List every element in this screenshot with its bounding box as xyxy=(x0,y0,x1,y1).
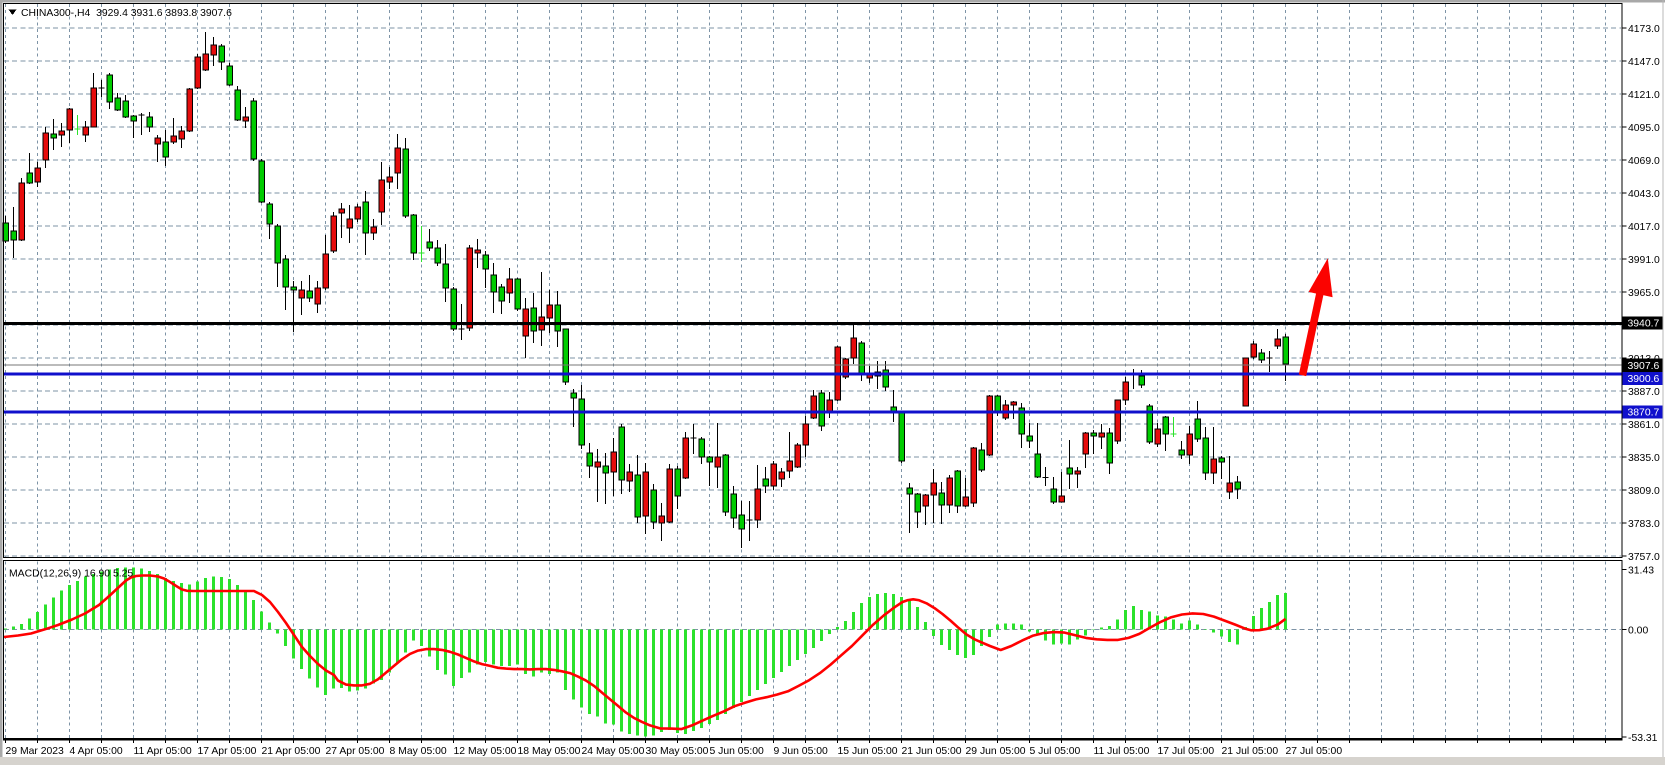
svg-text:3965.0: 3965.0 xyxy=(1628,288,1660,299)
svg-text:21 Jun 05:00: 21 Jun 05:00 xyxy=(902,746,962,757)
svg-text:5 Jul 05:00: 5 Jul 05:00 xyxy=(1030,746,1081,757)
svg-text:5 Jun 05:00: 5 Jun 05:00 xyxy=(710,746,765,757)
svg-text:31.43: 31.43 xyxy=(1628,566,1654,577)
svg-text:3900.6: 3900.6 xyxy=(1628,374,1660,385)
svg-text:11 Apr 05:00: 11 Apr 05:00 xyxy=(134,746,192,757)
svg-text:17 Apr 05:00: 17 Apr 05:00 xyxy=(198,746,257,757)
svg-text:4017.0: 4017.0 xyxy=(1628,222,1660,233)
svg-text:29 Mar 2023: 29 Mar 2023 xyxy=(6,746,65,757)
svg-text:21 Jul 05:00: 21 Jul 05:00 xyxy=(1222,746,1279,757)
svg-text:CHINA300-,H4 3929.4 3931.6 38: CHINA300-,H4 3929.4 3931.6 3893.8 3907.6 xyxy=(21,8,232,19)
svg-text:4173.0: 4173.0 xyxy=(1628,24,1660,35)
svg-text:27 Jul 05:00: 27 Jul 05:00 xyxy=(1286,746,1343,757)
svg-text:3907.6: 3907.6 xyxy=(1628,361,1660,372)
svg-text:18 May 05:00: 18 May 05:00 xyxy=(518,746,581,757)
svg-text:3940.7: 3940.7 xyxy=(1628,319,1660,330)
svg-text:8 May 05:00: 8 May 05:00 xyxy=(390,746,447,757)
svg-text:15 Jun 05:00: 15 Jun 05:00 xyxy=(838,746,898,757)
svg-text:3783.0: 3783.0 xyxy=(1628,519,1660,530)
svg-text:-53.31: -53.31 xyxy=(1628,733,1658,744)
svg-text:4095.0: 4095.0 xyxy=(1628,123,1660,134)
svg-text:27 Apr 05:00: 27 Apr 05:00 xyxy=(326,746,385,757)
svg-text:3835.0: 3835.0 xyxy=(1628,453,1660,464)
svg-text:3991.0: 3991.0 xyxy=(1628,255,1660,266)
svg-text:4121.0: 4121.0 xyxy=(1628,90,1660,101)
svg-text:24 May 05:00: 24 May 05:00 xyxy=(582,746,645,757)
svg-text:3809.0: 3809.0 xyxy=(1628,486,1660,497)
svg-text:9 Jun 05:00: 9 Jun 05:00 xyxy=(774,746,829,757)
svg-text:17 Jul 05:00: 17 Jul 05:00 xyxy=(1158,746,1215,757)
svg-text:3757.0: 3757.0 xyxy=(1628,552,1660,563)
svg-text:4147.0: 4147.0 xyxy=(1628,57,1660,68)
svg-text:4043.0: 4043.0 xyxy=(1628,189,1660,200)
svg-text:4069.0: 4069.0 xyxy=(1628,156,1660,167)
svg-text:3887.0: 3887.0 xyxy=(1628,387,1660,398)
svg-text:21 Apr 05:00: 21 Apr 05:00 xyxy=(262,746,321,757)
svg-text:4 Apr 05:00: 4 Apr 05:00 xyxy=(70,746,123,757)
svg-text:12 May 05:00: 12 May 05:00 xyxy=(454,746,517,757)
svg-text:30 May 05:00: 30 May 05:00 xyxy=(646,746,709,757)
svg-text:0.00: 0.00 xyxy=(1628,625,1648,636)
svg-text:3870.7: 3870.7 xyxy=(1628,408,1660,419)
svg-text:MACD(12,26,9) 16.90 5.25: MACD(12,26,9) 16.90 5.25 xyxy=(9,569,133,580)
svg-text:3861.0: 3861.0 xyxy=(1628,420,1660,431)
svg-text:29 Jun 05:00: 29 Jun 05:00 xyxy=(966,746,1026,757)
svg-text:11 Jul 05:00: 11 Jul 05:00 xyxy=(1094,746,1150,757)
